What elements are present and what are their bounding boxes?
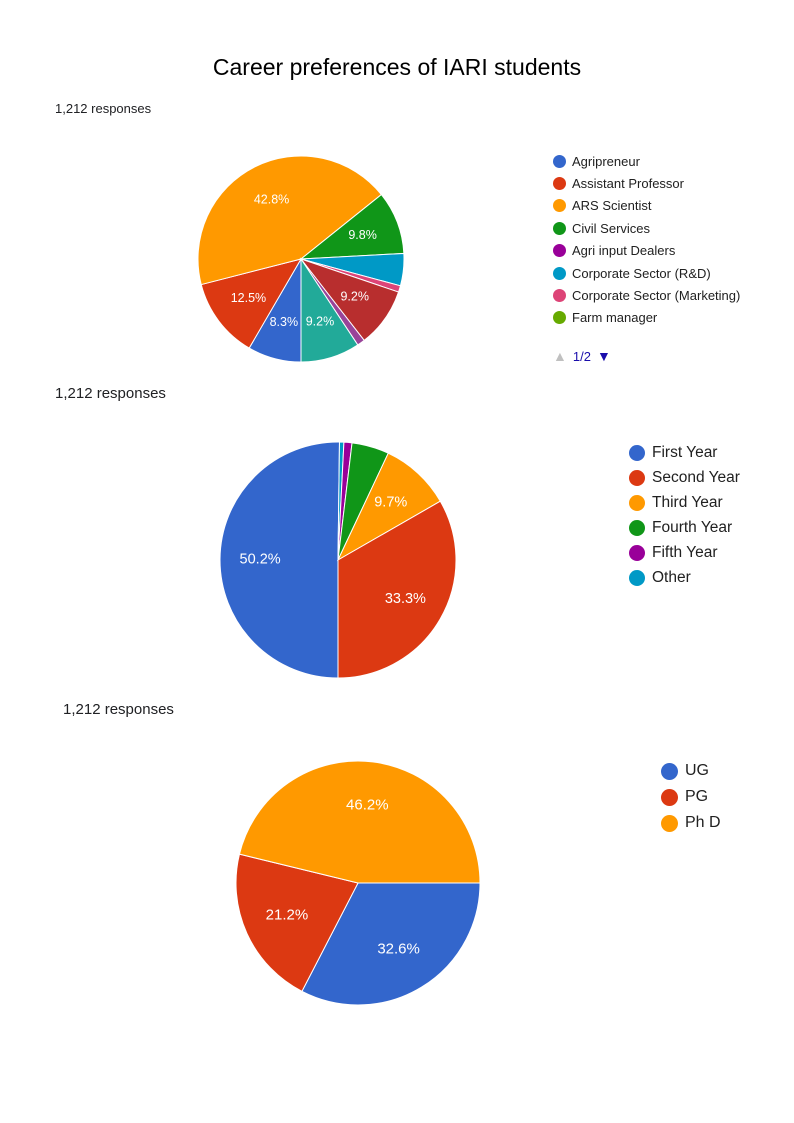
slice-label: 9.2% <box>306 314 335 328</box>
slice-label: 9.7% <box>374 495 407 511</box>
pie-slice[interactable] <box>301 882 481 1006</box>
legend-label: Fourth Year <box>652 518 733 536</box>
legend-label: Second Year <box>652 468 740 486</box>
legend-label: Other <box>652 568 691 586</box>
legend-swatch <box>553 244 566 258</box>
triangle-down-icon[interactable]: ▼ <box>596 348 611 364</box>
slice-label: 8.3% <box>270 315 299 329</box>
legend-label: Civil Services <box>572 220 651 236</box>
legend-item[interactable]: Agripreneur <box>553 150 740 172</box>
legend-item[interactable]: Fifth Year <box>629 540 740 565</box>
slice-label: 33.3% <box>385 591 426 607</box>
slice-label: 9.8% <box>348 228 377 242</box>
pie-slice[interactable] <box>200 258 303 349</box>
legend-label: Fifth Year <box>652 543 718 561</box>
legend-item[interactable]: Second Year <box>629 465 740 490</box>
pie-slice[interactable] <box>219 441 340 679</box>
legend-swatch <box>629 569 645 586</box>
legend-swatch <box>553 177 566 191</box>
legend-item[interactable]: Agri input Dealers <box>553 240 740 262</box>
legend-label: UG <box>685 762 709 779</box>
pie-slice[interactable] <box>238 760 481 884</box>
pager-label: 1/2 <box>572 348 591 364</box>
slice-label: 50.2% <box>240 551 281 567</box>
slice-label: 46.2% <box>346 796 389 813</box>
slice-label: 9.2% <box>340 290 369 304</box>
responses-count: 1,212 responses <box>55 101 152 116</box>
legend-year: First Year Second Year Third Year Fourth… <box>629 440 740 590</box>
responses-count: 1,212 responses <box>63 701 174 718</box>
pie-slice[interactable] <box>300 257 359 363</box>
legend-item[interactable]: Assistant Professor <box>553 172 740 194</box>
legend-swatch <box>553 221 566 235</box>
legend-item[interactable]: ARS Scientist <box>553 195 740 217</box>
legend-item[interactable]: Ph D <box>661 810 721 836</box>
responses-count: 1,212 responses <box>55 385 166 402</box>
legend-label: Assistant Professor <box>572 176 684 192</box>
legend-label: PG <box>685 788 709 805</box>
legend-swatch <box>629 469 645 486</box>
legend-swatch <box>629 544 645 561</box>
pie-slice[interactable] <box>235 853 359 993</box>
slice-label: 12.5% <box>231 291 266 305</box>
page-title: Career preferences of IARI students <box>212 54 582 80</box>
legend-swatch <box>553 199 566 213</box>
legend-label: Ph D <box>685 814 721 831</box>
slice-label: 21.2% <box>266 906 309 923</box>
legend-degree: UG PG Ph D <box>661 758 721 836</box>
legend-career: Agripreneur Assistant Professor ARS Scie… <box>553 150 740 329</box>
legend-item[interactable]: Fourth Year <box>629 515 740 540</box>
legend-item[interactable]: Civil Services <box>553 217 740 239</box>
legend-label: Agri input Dealers <box>572 243 676 259</box>
legend-item[interactable]: First Year <box>629 440 740 465</box>
legend-swatch <box>661 814 678 832</box>
legend-label: ARS Scientist <box>572 198 652 214</box>
legend-label: Agripreneur <box>572 153 640 169</box>
legend-item[interactable]: Third Year <box>629 490 740 515</box>
triangle-up-icon[interactable]: ▲ <box>553 348 567 364</box>
legend-label: First Year <box>652 443 718 461</box>
legend-item[interactable]: Other <box>629 565 740 590</box>
legend-swatch <box>629 444 645 461</box>
slice-label: 32.6% <box>377 941 420 958</box>
pie-slice[interactable] <box>337 500 457 679</box>
legend-swatch <box>629 519 645 536</box>
legend-item[interactable]: Corporate Sector (R&D) <box>553 262 740 284</box>
pie-slice[interactable] <box>197 155 383 286</box>
legend-swatch <box>661 788 678 806</box>
legend-swatch <box>553 266 566 280</box>
legend-item[interactable]: Corporate Sector (Marketing) <box>553 284 740 306</box>
legend-swatch <box>661 762 678 780</box>
legend-pager: ▲ 1/2 ▼ <box>553 348 611 364</box>
legend-item[interactable]: Farm manager <box>553 307 740 329</box>
legend-label: Corporate Sector (Marketing) <box>572 288 741 304</box>
legend-item[interactable]: UG <box>661 758 721 784</box>
legend-swatch <box>629 494 645 511</box>
legend-swatch <box>553 311 566 325</box>
legend-label: Corporate Sector (R&D) <box>572 265 711 281</box>
legend-swatch <box>553 289 566 303</box>
legend-swatch <box>553 154 566 168</box>
slice-label: 42.8% <box>254 192 289 206</box>
legend-label: Third Year <box>652 493 723 511</box>
legend-item[interactable]: PG <box>661 784 721 810</box>
legend-label: Farm manager <box>572 310 658 326</box>
